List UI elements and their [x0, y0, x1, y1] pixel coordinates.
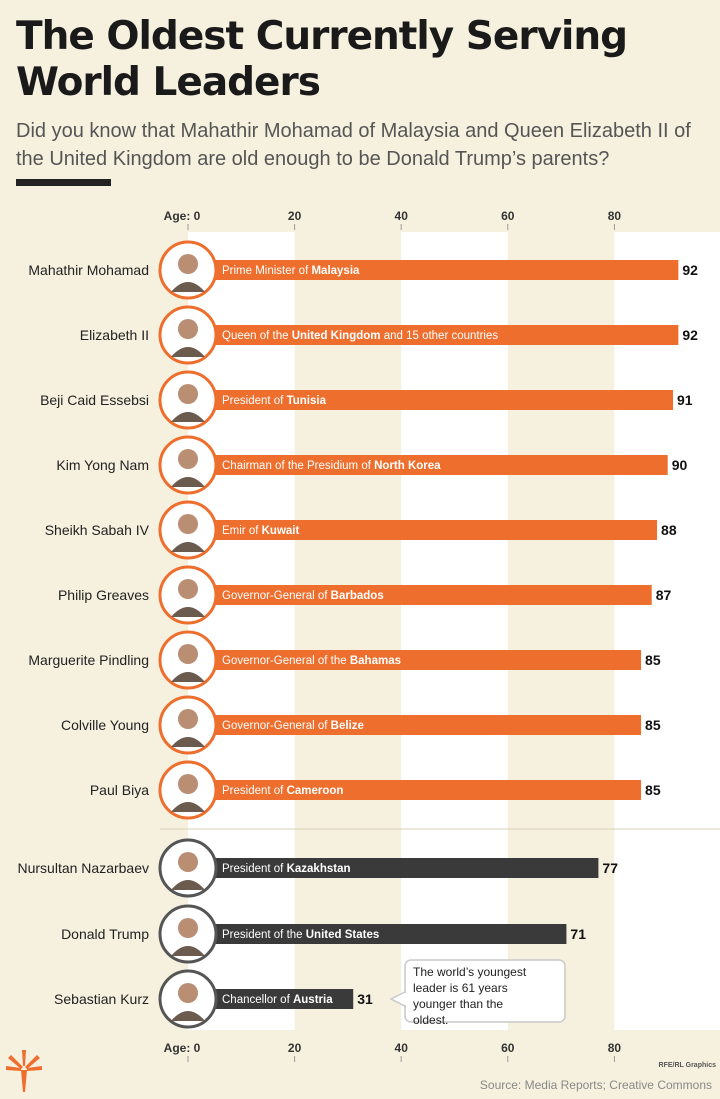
bar-role-label: Emir of Kuwait — [222, 525, 299, 537]
bar — [200, 260, 679, 280]
source-text: Source: Media Reports; Creative Commons — [479, 1078, 712, 1092]
x-tick-label-top: 40 — [395, 209, 409, 223]
leader-name: Mahathir Mohamad — [28, 262, 149, 278]
rfe-logo-icon — [6, 1050, 42, 1092]
bar-value-label: 87 — [656, 587, 672, 603]
bar-value-label: 88 — [661, 522, 677, 538]
bar-value-label: 92 — [682, 262, 698, 278]
leader-name: Kim Yong Nam — [56, 457, 149, 473]
leader-name: Marguerite Pindling — [28, 652, 149, 668]
leader-name: Elizabeth II — [80, 327, 149, 343]
bar — [200, 650, 642, 670]
bar-role-label: Governor-General of Barbados — [222, 590, 384, 602]
x-tick-label-bottom: 40 — [395, 1041, 409, 1055]
bar — [200, 858, 599, 878]
callout-text: The world’s youngest leader is 61 years yo… — [413, 965, 527, 1027]
bar-role-label: Chancellor of Austria — [222, 994, 333, 1006]
bar-role-label: President of Cameroon — [222, 785, 343, 797]
avatar-body-icon — [171, 672, 205, 682]
avatar-head-icon — [178, 983, 198, 1003]
avatar-body-icon — [171, 946, 205, 956]
bar-value-label: 31 — [357, 991, 373, 1007]
bar — [200, 325, 679, 345]
avatar-body-icon — [171, 542, 205, 552]
avatar-head-icon — [178, 918, 198, 938]
bar-value-label: 85 — [645, 717, 661, 733]
avatar-body-icon — [171, 802, 205, 812]
callout-box — [404, 959, 566, 1023]
bar-value-label: 71 — [570, 926, 586, 942]
avatar-body-icon — [171, 347, 205, 357]
x-tick-label-bottom: 80 — [608, 1041, 622, 1055]
leader-name: Sebastian Kurz — [54, 991, 149, 1007]
leader-name: Philip Greaves — [58, 587, 149, 603]
bar-role-label: President of Tunisia — [222, 395, 327, 407]
bar-role-label: Governor-General of the Bahamas — [222, 655, 401, 667]
bar — [200, 585, 652, 605]
bar-value-label: 90 — [672, 457, 688, 473]
avatar-body-icon — [171, 412, 205, 422]
x-tick-label-top: 80 — [608, 209, 622, 223]
avatar-head-icon — [178, 579, 198, 599]
avatar-body-icon — [171, 607, 205, 617]
bar — [200, 390, 674, 410]
grid-band — [614, 232, 720, 1030]
x-tick-label-bottom: 20 — [288, 1041, 302, 1055]
x-tick-label-bottom: 60 — [501, 1041, 515, 1055]
subtitle: Did you know that Mahathir Mohamad of Ma… — [16, 120, 691, 170]
bar — [200, 520, 658, 540]
callout-pointer — [389, 990, 406, 1008]
credit-text: RFE/RL Graphics — [658, 1062, 716, 1069]
avatar-body-icon — [171, 737, 205, 747]
x-tick-label-top: 20 — [288, 209, 302, 223]
page-title: The Oldest Currently Serving World Leade… — [16, 14, 628, 105]
bar-value-label: 85 — [645, 652, 661, 668]
leader-name: Beji Caid Essebsi — [40, 392, 149, 408]
avatar-body-icon — [171, 282, 205, 292]
avatar-body-icon — [171, 477, 205, 487]
bar — [200, 780, 642, 800]
grid-band — [401, 232, 508, 1030]
bar — [200, 455, 668, 475]
bar-role-label: Governor-General of Belize — [222, 720, 364, 732]
bar-value-label: 91 — [677, 392, 693, 408]
avatar-head-icon — [178, 852, 198, 872]
bar-role-label: President of Kazakhstan — [222, 863, 351, 875]
avatar-head-icon — [178, 449, 198, 469]
grid-band — [188, 232, 295, 1030]
leader-name: Donald Trump — [61, 926, 149, 942]
bar-value-label: 92 — [682, 327, 698, 343]
leader-name: Paul Biya — [90, 782, 149, 798]
avatar-head-icon — [178, 774, 198, 794]
avatar-head-icon — [178, 709, 198, 729]
x-tick-label-top: 60 — [501, 209, 515, 223]
bar-role-label: Prime Minister of Malaysia — [222, 265, 360, 277]
callout-pointer-mask — [404, 993, 407, 1005]
avatar-head-icon — [178, 644, 198, 664]
leader-name: Nursultan Nazarbaev — [17, 860, 149, 876]
avatar-head-icon — [178, 384, 198, 404]
bar-value-label: 77 — [602, 860, 618, 876]
bar — [200, 924, 567, 944]
avatar-body-icon — [171, 1011, 205, 1021]
leader-name: Sheikh Sabah IV — [45, 522, 150, 538]
leader-name: Colville Young — [61, 717, 149, 733]
x-tick-label-top: Age: 0 — [164, 209, 201, 223]
bar — [200, 989, 354, 1009]
bar-value-label: 85 — [645, 782, 661, 798]
title-divider — [16, 179, 111, 186]
avatar-head-icon — [178, 514, 198, 534]
bar — [200, 715, 642, 735]
x-tick-label-bottom: Age: 0 — [164, 1041, 201, 1055]
bar-role-label: Chairman of the Presidium of North Korea — [222, 460, 441, 472]
avatar-body-icon — [171, 880, 205, 890]
bar-role-label: President of the United States — [222, 929, 379, 941]
avatar-head-icon — [178, 319, 198, 339]
bar-role-label: Queen of the United Kingdom and 15 other… — [222, 330, 498, 342]
avatar-head-icon — [178, 254, 198, 274]
